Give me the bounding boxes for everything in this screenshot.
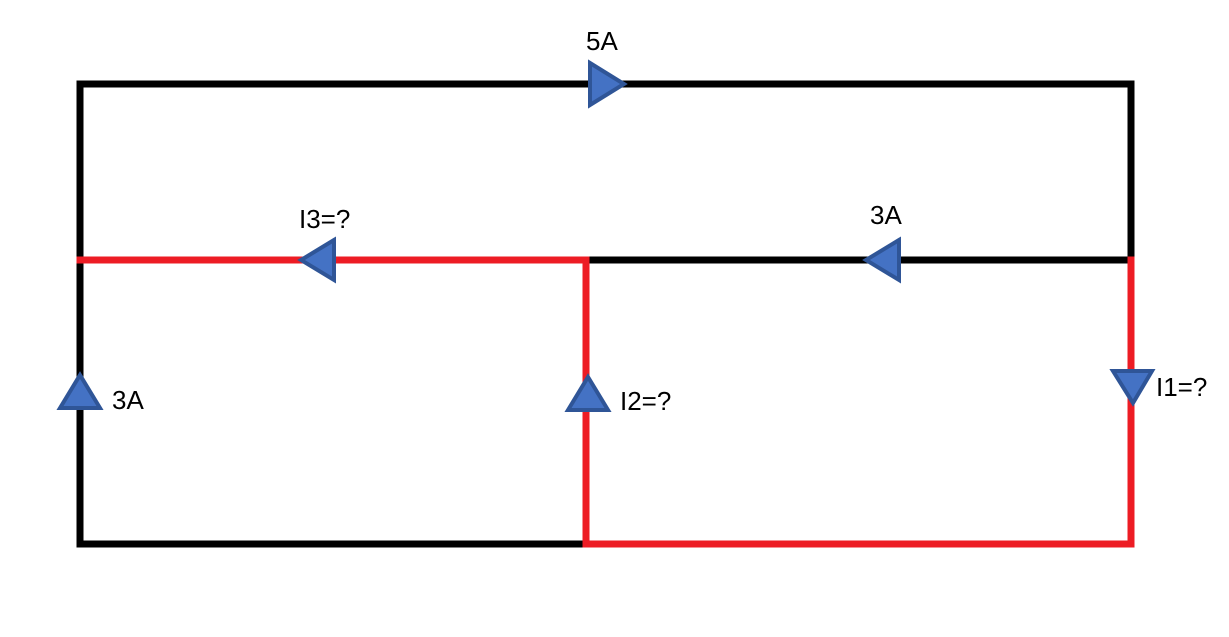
- top-current-label: 5A: [586, 26, 618, 56]
- arrow-down-icon: [1109, 369, 1156, 407]
- current-arrows: [56, 59, 1156, 412]
- arrow-up-icon: [56, 371, 104, 410]
- outer-top-wire: [76, 80, 1135, 548]
- middle-left-current-label: I3=?: [299, 204, 350, 234]
- arrow-left-icon: [297, 236, 336, 284]
- right-current-label: I1=?: [1156, 372, 1207, 402]
- left-current-label: 3A: [112, 385, 144, 415]
- arrow-left-icon: [862, 236, 901, 284]
- red-wires: [76, 256, 1135, 548]
- middle-right-current-label: 3A: [870, 200, 902, 230]
- arrow-right-icon: [588, 59, 628, 109]
- arrow-up-icon: [564, 373, 612, 412]
- black-wires: [76, 80, 1135, 548]
- center-current-label: I2=?: [620, 386, 671, 416]
- middle-left-wire: [76, 256, 1135, 548]
